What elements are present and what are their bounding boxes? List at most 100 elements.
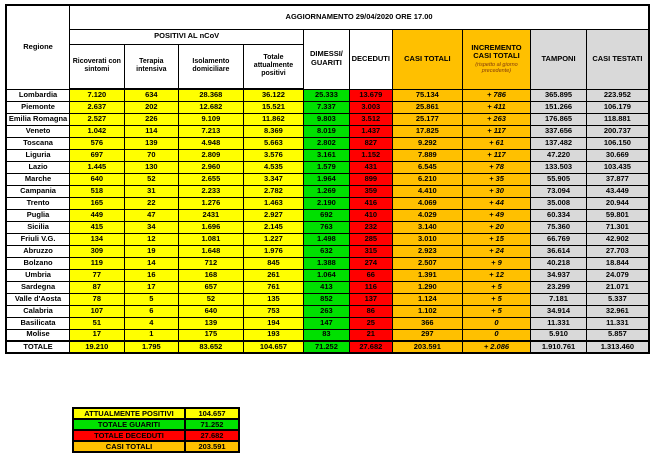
cell-guariti: 1.388 bbox=[303, 256, 350, 270]
cell-terapia: 139 bbox=[123, 136, 180, 150]
cell-ricoverati: 576 bbox=[69, 136, 125, 150]
summary-value-totale-guariti: 71.252 bbox=[184, 418, 240, 431]
cell-terapia: 52 bbox=[123, 172, 180, 186]
cell-casi-totali: 1.391 bbox=[392, 268, 463, 282]
cell-guariti: 632 bbox=[303, 244, 350, 258]
region-name: Valle d'Aosta bbox=[5, 292, 71, 306]
cell-casi-testati: 118.881 bbox=[585, 112, 650, 126]
table-row: Umbria 77 16 168 261 1.064 66 1.391 + 12 34.937 24… bbox=[5, 268, 650, 282]
positivi-group-header: POSITIVI AL nCoV bbox=[69, 28, 305, 45]
cell-incremento: + 5 bbox=[461, 280, 532, 294]
region-name: Molise bbox=[5, 328, 71, 342]
cell-totale-positivi: 1.976 bbox=[242, 244, 305, 258]
cell-totale-positivi: 193 bbox=[242, 328, 305, 342]
cell-totale-positivi: 1.463 bbox=[242, 196, 305, 210]
casi-testati-column-header: CASI TESTATI bbox=[585, 28, 650, 90]
cell-casi-totali: 6.210 bbox=[392, 172, 463, 186]
cell-guariti: 1.964 bbox=[303, 172, 350, 186]
region-name: Liguria bbox=[5, 148, 71, 162]
cell-terapia: 1.795 bbox=[123, 340, 180, 354]
cell-casi-testati: 106.150 bbox=[585, 136, 650, 150]
cell-casi-totali: 2.923 bbox=[392, 244, 463, 258]
cell-casi-testati: 5.337 bbox=[585, 292, 650, 306]
cell-totale-positivi: 761 bbox=[242, 280, 305, 294]
cell-tamponi: 176.865 bbox=[530, 112, 587, 126]
casi-totali-column-header: CASI TOTALI bbox=[392, 28, 463, 90]
cell-deceduti: 66 bbox=[348, 268, 394, 282]
cell-isolamento: 1.696 bbox=[178, 220, 244, 234]
table-row: Bolzano 119 14 712 845 1.388 274 2.507 + 9 40.218… bbox=[5, 256, 650, 270]
cell-casi-totali: 9.292 bbox=[392, 136, 463, 150]
cell-incremento: + 49 bbox=[461, 208, 532, 222]
cell-isolamento: 1.648 bbox=[178, 244, 244, 258]
cell-casi-testati: 30.669 bbox=[585, 148, 650, 162]
cell-isolamento: 2431 bbox=[178, 208, 244, 222]
cell-deceduti: 232 bbox=[348, 220, 394, 234]
region-name: Calabria bbox=[5, 304, 71, 318]
region-name: Sicilia bbox=[5, 220, 71, 234]
cell-totale-positivi: 3.347 bbox=[242, 172, 305, 186]
cell-ricoverati: 309 bbox=[69, 244, 125, 258]
cell-deceduti: 1.152 bbox=[348, 148, 394, 162]
guariti-column-header: DIMESSI/ GUARITI bbox=[303, 28, 350, 90]
cell-casi-totali: 1.124 bbox=[392, 292, 463, 306]
cell-isolamento: 168 bbox=[178, 268, 244, 282]
cell-incremento: + 2.086 bbox=[461, 340, 532, 354]
cell-terapia: 47 bbox=[123, 208, 180, 222]
cell-tamponi: 73.094 bbox=[530, 184, 587, 198]
table-row: Calabria 107 6 640 753 263 86 1.102 + 5 34.914 32.… bbox=[5, 304, 650, 318]
ricoverati-column-header: Ricoverati con sintomi bbox=[69, 43, 125, 90]
cell-casi-testati: 24.079 bbox=[585, 268, 650, 282]
incremento-note: (rispetto al giorno precedente) bbox=[475, 62, 518, 75]
table-body: Lombardia 7.120 634 28.368 36.122 25.333 13.67… bbox=[5, 88, 650, 354]
cell-incremento: + 5 bbox=[461, 292, 532, 306]
isolamento-column-header: Isolamento domiciliare bbox=[178, 43, 244, 90]
cell-deceduti: 3.003 bbox=[348, 100, 394, 114]
table-row: Molise 17 1 175 193 83 21 297 0 5.910 5.857 bbox=[5, 328, 650, 342]
region-name: Friuli V.G. bbox=[5, 232, 71, 246]
cell-incremento: + 78 bbox=[461, 160, 532, 174]
cell-deceduti: 315 bbox=[348, 244, 394, 258]
table-row: Trento 165 22 1.276 1.463 2.190 416 4.069 + 44 35… bbox=[5, 196, 650, 210]
cell-isolamento: 175 bbox=[178, 328, 244, 342]
cell-tamponi: 7.181 bbox=[530, 292, 587, 306]
cell-ricoverati: 2.637 bbox=[69, 100, 125, 114]
table-row: Abruzzo 309 19 1.648 1.976 632 315 2.923 + 24 36.… bbox=[5, 244, 650, 258]
cell-ricoverati: 78 bbox=[69, 292, 125, 306]
totale-positivi-column-header: Totale attualmente positivi bbox=[242, 43, 305, 90]
covid-update-table: Regione AGGIORNAMENTO 29/04/2020 ORE 17.… bbox=[5, 4, 650, 354]
region-name: Trento bbox=[5, 196, 71, 210]
cell-ricoverati: 7.120 bbox=[69, 88, 125, 102]
cell-totale-positivi: 2.145 bbox=[242, 220, 305, 234]
cell-guariti: 852 bbox=[303, 292, 350, 306]
cell-deceduti: 1.437 bbox=[348, 124, 394, 138]
cell-ricoverati: 2.527 bbox=[69, 112, 125, 126]
cell-isolamento: 2.655 bbox=[178, 172, 244, 186]
cell-deceduti: 431 bbox=[348, 160, 394, 174]
summary-label-totale-guariti: TOTALE GUARITI bbox=[72, 418, 186, 431]
table-row: Veneto 1.042 114 7.213 8.369 8.019 1.437 17.825… bbox=[5, 124, 650, 138]
cell-isolamento: 139 bbox=[178, 316, 244, 330]
region-name: Puglia bbox=[5, 208, 71, 222]
cell-guariti: 2.802 bbox=[303, 136, 350, 150]
cell-totale-positivi: 1.227 bbox=[242, 232, 305, 246]
cell-ricoverati: 518 bbox=[69, 184, 125, 198]
cell-ricoverati: 640 bbox=[69, 172, 125, 186]
cell-ricoverati: 415 bbox=[69, 220, 125, 234]
cell-guariti: 25.333 bbox=[303, 88, 350, 102]
cell-deceduti: 13.679 bbox=[348, 88, 394, 102]
cell-isolamento: 640 bbox=[178, 304, 244, 318]
region-name: Campania bbox=[5, 184, 71, 198]
cell-tamponi: 365.895 bbox=[530, 88, 587, 102]
cell-isolamento: 2.233 bbox=[178, 184, 244, 198]
cell-incremento: + 12 bbox=[461, 268, 532, 282]
cell-tamponi: 34.937 bbox=[530, 268, 587, 282]
cell-deceduti: 116 bbox=[348, 280, 394, 294]
cell-casi-testati: 43.449 bbox=[585, 184, 650, 198]
cell-casi-totali: 25.177 bbox=[392, 112, 463, 126]
cell-terapia: 1 bbox=[123, 328, 180, 342]
cell-deceduti: 359 bbox=[348, 184, 394, 198]
cell-deceduti: 25 bbox=[348, 316, 394, 330]
cell-totale-positivi: 15.521 bbox=[242, 100, 305, 114]
cell-isolamento: 4.948 bbox=[178, 136, 244, 150]
